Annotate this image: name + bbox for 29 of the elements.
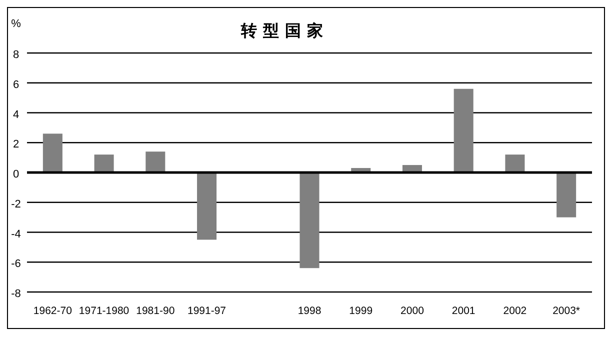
- y-tick-label: -4: [11, 228, 21, 240]
- bar: [197, 172, 217, 240]
- bar: [505, 154, 525, 172]
- bar: [454, 88, 474, 172]
- x-tick-label: 1998: [298, 305, 322, 317]
- bar: [556, 172, 576, 218]
- bar: [42, 134, 62, 172]
- y-tick-label: 6: [12, 78, 20, 91]
- x-tick-label: 2003*: [552, 305, 580, 317]
- y-tick-label: -6: [11, 258, 21, 270]
- x-tick-label: 1962-70: [33, 305, 72, 317]
- y-axis-title: %: [11, 18, 22, 30]
- x-tick-label: 1971-1980: [78, 305, 130, 317]
- x-tick-label: 2000: [400, 305, 424, 317]
- y-tick-label: -2: [11, 198, 21, 210]
- y-tick-label: -8: [11, 288, 21, 300]
- x-tick-label: 1991-97: [188, 305, 226, 317]
- x-tick-label: 2002: [503, 305, 527, 317]
- y-tick-label: 0: [12, 168, 20, 180]
- bar: [300, 172, 320, 268]
- x-tick-label: 1981-90: [136, 305, 175, 317]
- x-tick-label: 2001: [452, 305, 476, 317]
- bar: [94, 154, 114, 172]
- y-tick-label: 8: [12, 49, 20, 61]
- bar: [146, 152, 166, 172]
- y-tick-label: 2: [12, 138, 20, 151]
- chart-title: 转型国家: [240, 21, 329, 40]
- y-tick-label: 4: [12, 108, 20, 121]
- x-tick-label: 1999: [349, 305, 373, 317]
